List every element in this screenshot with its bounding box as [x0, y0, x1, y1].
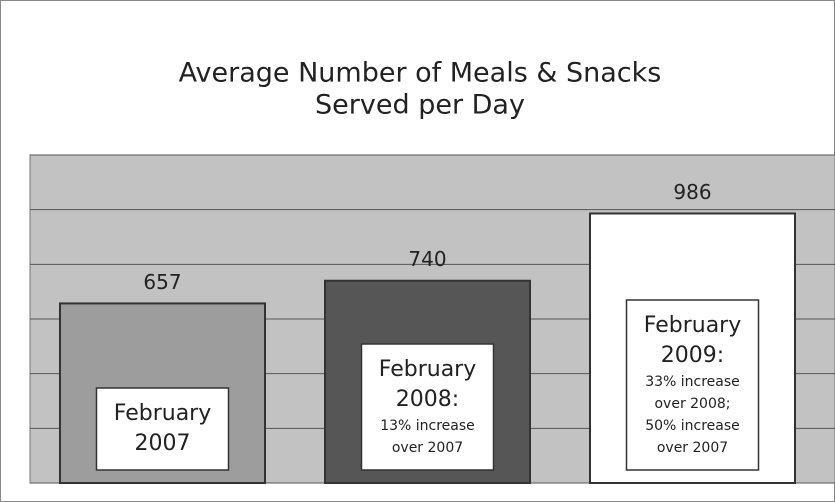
chart-title: Average Number of Meals & Snacks: [179, 58, 662, 89]
annotation-box: [360, 343, 495, 471]
annotation-note: 33% increase: [645, 374, 740, 390]
annotation-note: 13% increase: [380, 418, 475, 434]
annotation-title: February: [644, 313, 742, 338]
value-label: 986: [673, 180, 711, 204]
value-label: 657: [143, 270, 181, 294]
annotation-note: over 2007: [392, 440, 463, 456]
annotation-title: 2008:: [396, 387, 459, 412]
annotation-note: over 2008;: [654, 396, 730, 412]
annotation-title: February: [379, 357, 477, 382]
chart-title: Served per Day: [315, 90, 525, 121]
annotation-note: 50% increase: [645, 418, 740, 434]
annotation-title: 2007: [135, 431, 191, 456]
annotation-title: February: [114, 401, 212, 426]
annotation-note: over 2007: [657, 440, 728, 456]
annotation-box: [625, 299, 760, 471]
annotation-box: [95, 387, 230, 471]
value-label: 740: [408, 247, 446, 271]
annotation-title: 2009:: [661, 343, 724, 368]
